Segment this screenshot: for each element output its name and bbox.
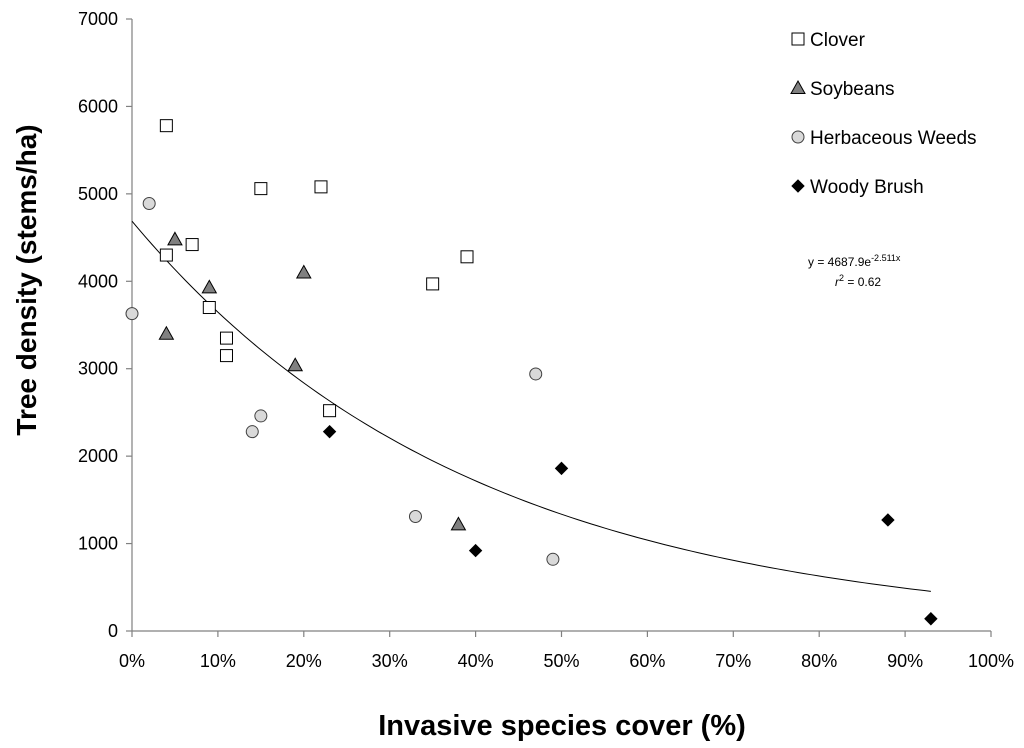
svg-text:y = 4687.9e-2.511x: y = 4687.9e-2.511x <box>808 253 901 269</box>
circle-point <box>529 367 543 381</box>
triangle-point <box>450 516 467 531</box>
y-tick-label: 3000 <box>78 359 118 379</box>
equation-label: y = 4687.9e <box>808 255 871 269</box>
diamond-point <box>468 543 483 558</box>
y-tick-label: 5000 <box>78 184 118 204</box>
svg-text:r2 = 0.62: r2 = 0.62 <box>835 273 881 289</box>
x-tick-label: 50% <box>543 651 579 671</box>
circle-point <box>408 509 422 523</box>
legend-label: Herbaceous Weeds <box>810 128 977 149</box>
y-tick-label: 0 <box>108 621 118 641</box>
equation-exponent: -2.511x <box>871 253 901 263</box>
square-point <box>323 404 337 418</box>
x-tick-label: 0% <box>119 651 145 671</box>
square-point <box>219 349 233 363</box>
trendline-layer <box>131 220 931 592</box>
legend-item: Herbaceous Weeds <box>791 128 977 149</box>
x-tick-label: 80% <box>801 651 837 671</box>
r2-value: = 0.62 <box>844 275 881 289</box>
x-tick-label: 10% <box>200 651 236 671</box>
y-tick-label: 2000 <box>78 446 118 466</box>
trendline-equation: y = 4687.9e-2.511x r2 = 0.62 <box>808 253 901 289</box>
square-point <box>426 277 440 291</box>
y-tick-label: 6000 <box>78 96 118 116</box>
square-point <box>314 180 328 194</box>
series-soybeans <box>158 231 467 531</box>
diamond-point <box>881 513 895 527</box>
square-point <box>159 248 173 262</box>
series-herbaceous-weeds <box>125 196 560 566</box>
legend-item: Clover <box>791 30 866 51</box>
legend-label: Woody Brush <box>810 177 924 198</box>
r2-label: r <box>835 275 840 289</box>
legend: Clover Soybeans Herbaceous Weeds Woody Brus… <box>790 30 977 198</box>
triangle-point <box>158 325 175 340</box>
legend-item: Woody Brush <box>791 177 924 198</box>
diamond-point <box>924 612 938 626</box>
y-tick-label: 4000 <box>78 271 118 291</box>
legend-label: Clover <box>810 30 866 51</box>
circle-point <box>546 552 560 566</box>
series-woody-brush <box>322 424 938 626</box>
triangle-point <box>201 279 218 294</box>
trendline <box>131 220 931 592</box>
square-point <box>254 182 268 196</box>
square-point <box>460 250 474 264</box>
x-tick-label: 40% <box>458 651 494 671</box>
x-tick-label: 90% <box>887 651 923 671</box>
legend-triangle-marker <box>790 79 806 94</box>
circle-point <box>254 409 268 423</box>
square-point <box>159 119 173 133</box>
triangle-point <box>287 357 304 372</box>
legend-square-marker <box>791 32 805 46</box>
legend-item: Soybeans <box>790 79 895 100</box>
legend-label: Soybeans <box>810 79 895 100</box>
diamond-point <box>322 424 337 439</box>
x-tick-label: 60% <box>629 651 665 671</box>
diamond-point <box>554 461 569 476</box>
circle-point <box>142 196 156 210</box>
square-point <box>185 238 199 252</box>
circle-point <box>125 307 139 321</box>
y-tick-label: 1000 <box>78 534 118 554</box>
axes: 0 1000 2000 3000 4000 5000 6000 7000 0% 10% 20% 30%… <box>78 9 1014 671</box>
x-tick-label: 70% <box>715 651 751 671</box>
x-tick-label: 30% <box>372 651 408 671</box>
square-point <box>202 301 216 315</box>
square-point <box>219 331 233 345</box>
triangle-point <box>167 231 183 246</box>
data-points <box>125 119 938 626</box>
circle-point <box>245 425 259 439</box>
legend-circle-marker <box>791 130 805 144</box>
series-clover <box>159 119 474 418</box>
legend-diamond-marker <box>791 179 805 193</box>
x-tick-label: 100% <box>968 651 1014 671</box>
r2-sup: 2 <box>839 273 844 283</box>
triangle-point <box>295 264 312 279</box>
x-axis-title: Invasive species cover (%) <box>378 710 746 742</box>
y-tick-label: 7000 <box>78 9 118 29</box>
y-axis-title: Tree density (stems/ha) <box>11 124 42 435</box>
x-tick-label: 20% <box>286 651 322 671</box>
